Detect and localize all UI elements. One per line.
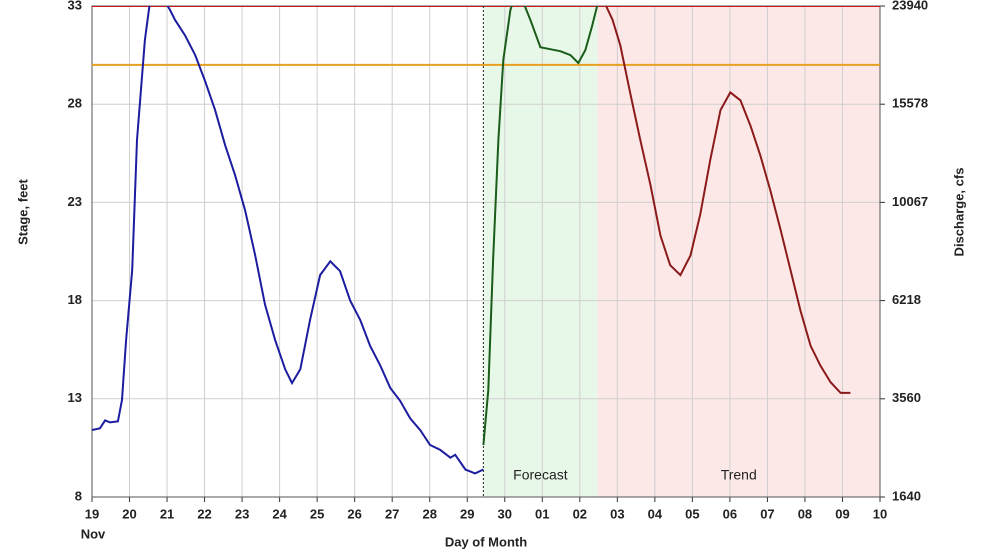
y2-axis-label: Discharge, cfs: [951, 168, 966, 257]
x-tick-label: 10: [873, 506, 887, 521]
x-tick-label: 30: [498, 506, 512, 521]
y-tick-label: 8: [75, 488, 82, 503]
series-line: [482, 6, 599, 446]
grid: [91, 5, 885, 502]
x-tick-label: 04: [648, 506, 663, 521]
x-tick-label: 08: [798, 506, 812, 521]
x-tick-label: 27: [385, 506, 399, 521]
x-tick-label: 22: [197, 506, 211, 521]
x-tick-label: 29: [460, 506, 474, 521]
series-line: [92, 6, 484, 475]
y2-tick-label: 6218: [892, 292, 921, 307]
x-tick-label: 24: [272, 506, 287, 521]
region: [597, 6, 880, 497]
y-tick-label: 23: [68, 194, 82, 209]
x-tick-label: 02: [573, 506, 587, 521]
x-tick-label: 05: [685, 506, 699, 521]
y-tick-label: 33: [68, 0, 82, 12]
x-tick-label: 03: [610, 506, 624, 521]
x-tick-label: 06: [723, 506, 737, 521]
region-label: Trend: [721, 467, 757, 483]
region: [483, 6, 598, 497]
region-label: Forecast: [513, 467, 568, 483]
labels: Day of Month Nov Stage, feet Discharge, …: [15, 0, 966, 549]
y-tick-label: 18: [68, 292, 82, 307]
y-tick-label: 13: [68, 390, 82, 405]
y2-tick-label: 10067: [892, 194, 928, 209]
y2-tick-label: 3560: [892, 390, 921, 405]
x-tick-label: 07: [760, 506, 774, 521]
x-tick-label: 25: [310, 506, 324, 521]
y2-tick-label: 23940: [892, 0, 928, 12]
x-tick-label: 20: [122, 506, 136, 521]
x-tick-label: 01: [535, 506, 549, 521]
x-tick-label: 28: [422, 506, 436, 521]
y-axis-label: Stage, feet: [15, 178, 30, 244]
x-tick-label: 21: [160, 506, 174, 521]
y2-tick-label: 1640: [892, 488, 921, 503]
y-tick-label: 28: [68, 96, 82, 111]
series-line: [605, 6, 851, 394]
x-axis-label: Day of Month: [445, 534, 527, 549]
month-label: Nov: [81, 526, 106, 541]
x-tick-label: 19: [85, 506, 99, 521]
y2-tick-label: 15578: [892, 96, 928, 111]
plot-marks: [92, 6, 880, 497]
x-tick-label: 23: [235, 506, 249, 521]
x-tick-label: 09: [835, 506, 849, 521]
x-tick-label: 26: [347, 506, 361, 521]
